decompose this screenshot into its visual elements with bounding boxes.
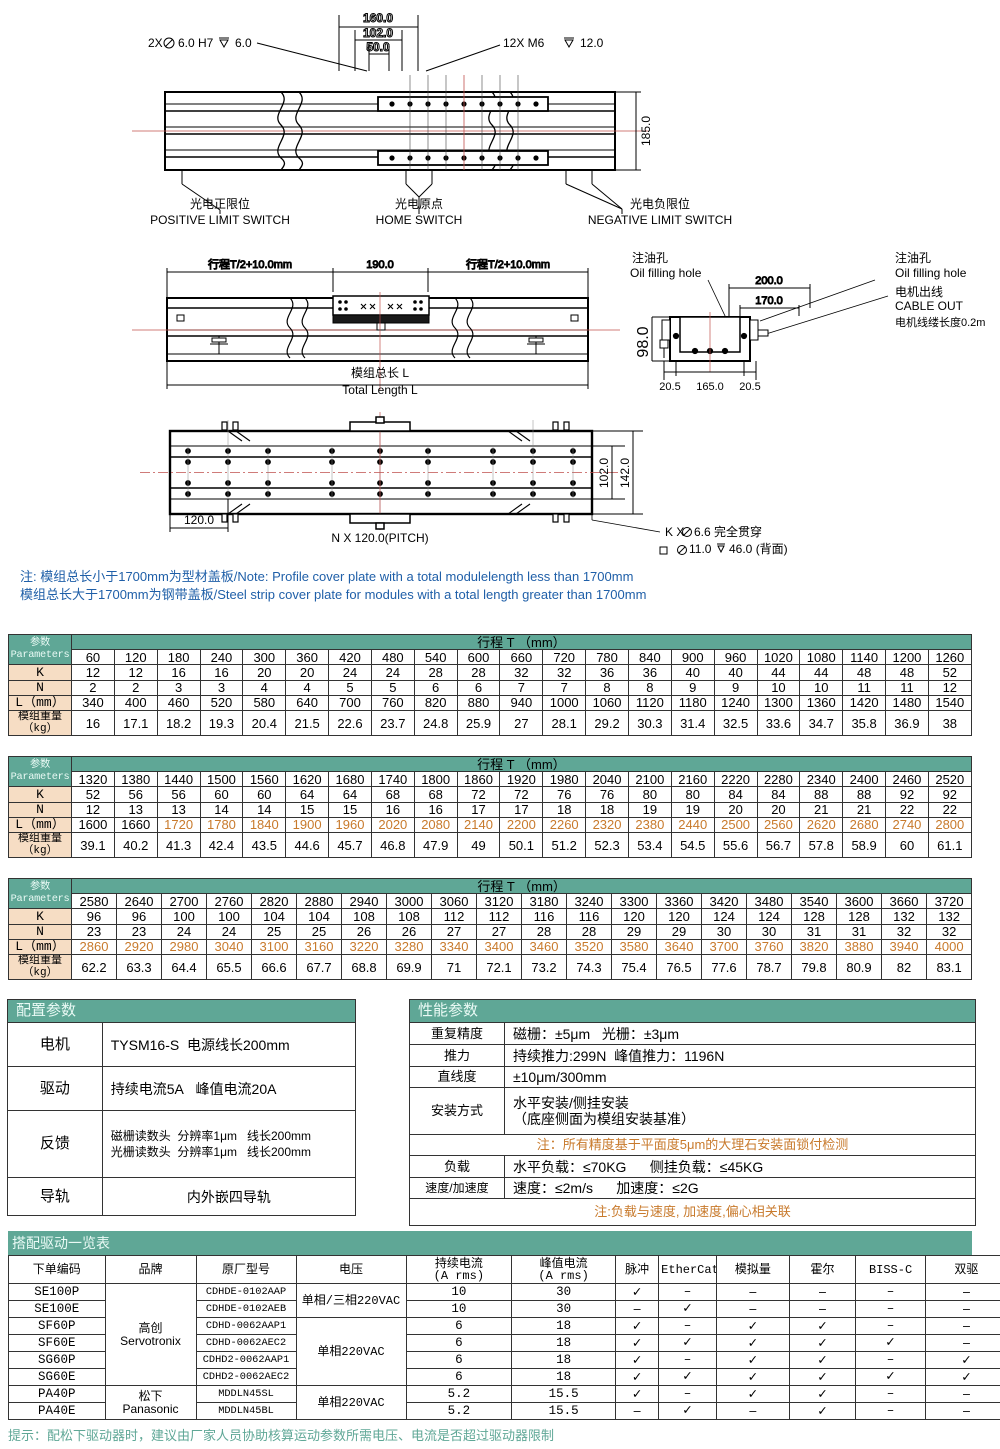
svg-text:CABLE OUT: CABLE OUT bbox=[895, 299, 964, 313]
svg-text:120.0: 120.0 bbox=[184, 513, 214, 527]
svg-text:12.0: 12.0 bbox=[580, 36, 604, 50]
svg-text:190.0: 190.0 bbox=[366, 259, 394, 271]
svg-text:POSITIVE LIMIT SWITCH: POSITIVE LIMIT SWITCH bbox=[150, 213, 290, 227]
svg-text:注油孔: 注油孔 bbox=[632, 250, 668, 265]
svg-text:Oil filling hole: Oil filling hole bbox=[630, 266, 702, 280]
svg-text:电机线缕长度0.2m: 电机线缕长度0.2m bbox=[895, 315, 985, 329]
svg-text:160.0: 160.0 bbox=[363, 11, 393, 25]
svg-text:6.0 H7: 6.0 H7 bbox=[178, 36, 214, 50]
svg-text:行程T/2+10.0mm: 行程T/2+10.0mm bbox=[466, 258, 550, 271]
svg-text:142.0: 142.0 bbox=[618, 458, 632, 488]
svg-text:行程T/2+10.0mm: 行程T/2+10.0mm bbox=[208, 258, 292, 271]
svg-text:电机出线: 电机出线 bbox=[895, 285, 943, 299]
svg-text:HOME SWITCH: HOME SWITCH bbox=[376, 213, 463, 227]
svg-text:K X: K X bbox=[665, 525, 684, 539]
svg-text:N X 120.0(PITCH): N X 120.0(PITCH) bbox=[331, 531, 428, 545]
svg-text:6.0: 6.0 bbox=[235, 36, 252, 50]
svg-text:6.6 完全贯穿: 6.6 完全贯穿 bbox=[694, 524, 762, 539]
svg-text:模组总长 L: 模组总长 L bbox=[351, 366, 409, 380]
svg-text:12X M6: 12X M6 bbox=[503, 36, 545, 50]
svg-text:20.5: 20.5 bbox=[659, 381, 680, 393]
svg-text:Total Length L: Total Length L bbox=[342, 383, 418, 397]
svg-text:102.0: 102.0 bbox=[363, 26, 393, 40]
svg-text:46.0 (背面): 46.0 (背面) bbox=[729, 542, 788, 556]
svg-text:200.0: 200.0 bbox=[755, 275, 783, 287]
svg-text:20.5: 20.5 bbox=[739, 381, 760, 393]
svg-text:光电负限位: 光电负限位 bbox=[630, 196, 690, 211]
svg-text:102.0: 102.0 bbox=[597, 458, 611, 488]
svg-text:Oil filling hole: Oil filling hole bbox=[895, 266, 967, 280]
svg-text:光电正限位: 光电正限位 bbox=[190, 196, 250, 211]
svg-text:11.0: 11.0 bbox=[689, 542, 712, 556]
svg-text:光电原点: 光电原点 bbox=[395, 197, 443, 211]
svg-text:2X: 2X bbox=[148, 36, 163, 50]
svg-text:NEGATIVE LIMIT SWITCH: NEGATIVE LIMIT SWITCH bbox=[588, 213, 732, 227]
svg-text:170.0: 170.0 bbox=[755, 295, 783, 307]
svg-text:50.0: 50.0 bbox=[366, 40, 390, 54]
svg-text:165.0: 165.0 bbox=[696, 381, 724, 393]
svg-text:185.0: 185.0 bbox=[639, 116, 653, 146]
svg-text:98.0: 98.0 bbox=[635, 326, 652, 357]
svg-text:注油孔: 注油孔 bbox=[895, 250, 931, 265]
